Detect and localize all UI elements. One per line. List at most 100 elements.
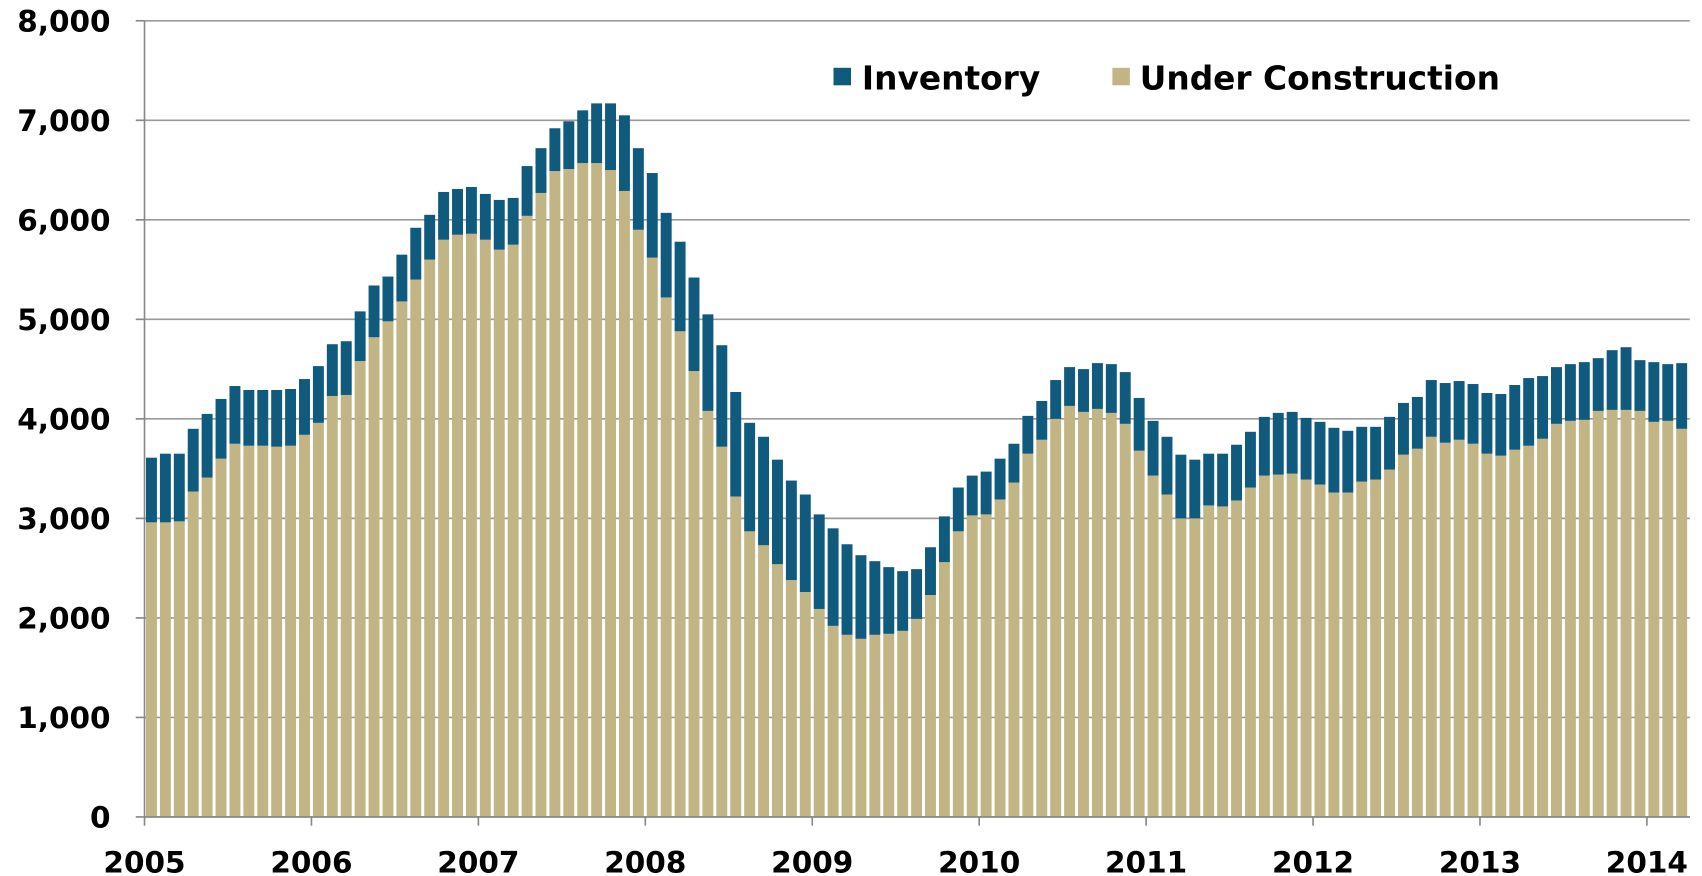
bar-segment bbox=[1634, 410, 1646, 817]
bar-segment bbox=[744, 422, 756, 532]
bar-segment bbox=[1328, 492, 1340, 817]
bar-segment bbox=[1175, 518, 1187, 817]
bar-segment bbox=[841, 634, 853, 817]
bar-segment bbox=[1411, 448, 1423, 817]
bar-segment bbox=[382, 276, 394, 322]
bar-segment bbox=[1606, 409, 1618, 817]
bar-segment bbox=[201, 413, 213, 478]
bar-segment bbox=[994, 458, 1006, 500]
y-tick-label: 6,000 bbox=[17, 204, 110, 238]
bar-segment bbox=[952, 487, 964, 532]
bar-segment bbox=[159, 522, 171, 817]
bar-segment bbox=[688, 371, 700, 817]
bar-segment bbox=[660, 297, 672, 817]
bar-segment bbox=[1050, 418, 1062, 817]
bar-segment bbox=[271, 446, 283, 817]
bar-segment bbox=[368, 285, 380, 338]
bar-segment bbox=[1147, 420, 1159, 476]
bar-segment bbox=[271, 390, 283, 447]
bar-segment bbox=[827, 528, 839, 626]
bar-segment bbox=[660, 212, 672, 298]
bar-segment bbox=[1495, 393, 1507, 456]
bar-segment bbox=[1231, 444, 1242, 501]
bar-segment bbox=[730, 391, 742, 497]
bar-segment bbox=[938, 516, 950, 563]
bar-segment bbox=[285, 445, 297, 817]
bar-segment bbox=[410, 227, 422, 280]
bar-segment bbox=[452, 234, 463, 817]
legend-swatch bbox=[833, 67, 851, 86]
bar-segment bbox=[326, 395, 338, 817]
bar-segment bbox=[841, 544, 853, 635]
bar-segment bbox=[855, 555, 867, 639]
bar-segment bbox=[771, 564, 783, 817]
bar-segment bbox=[577, 110, 589, 164]
bar-segment bbox=[688, 277, 700, 372]
bar-segment bbox=[1467, 443, 1479, 817]
bar-segment bbox=[1620, 347, 1632, 410]
bar-segment bbox=[911, 618, 923, 817]
bar-segment bbox=[966, 515, 978, 817]
bar-segment bbox=[1203, 453, 1215, 506]
bar-segment bbox=[1022, 453, 1034, 817]
bar-segment bbox=[229, 443, 241, 817]
bar-segment bbox=[312, 366, 324, 423]
bar-segment bbox=[1356, 481, 1368, 817]
bar-segment bbox=[618, 115, 630, 191]
bar-segment bbox=[1356, 426, 1368, 482]
bar-segment bbox=[1425, 436, 1437, 817]
bar-segment bbox=[1578, 362, 1590, 420]
bar-segment bbox=[1203, 505, 1215, 817]
bar-segment bbox=[1272, 474, 1284, 817]
bar-segment bbox=[438, 239, 450, 817]
bar-segment bbox=[424, 214, 436, 260]
bar-segment bbox=[869, 634, 881, 817]
bar-segment bbox=[702, 410, 714, 817]
bar-segment bbox=[535, 148, 547, 193]
y-tick-label: 8,000 bbox=[17, 4, 110, 38]
bar-segment bbox=[1523, 378, 1535, 446]
bar-segment bbox=[424, 259, 436, 817]
bar-segment bbox=[340, 341, 352, 395]
bar-segment bbox=[368, 337, 380, 817]
bar-segment bbox=[1564, 364, 1576, 421]
bar-segment bbox=[229, 386, 241, 444]
bar-segment bbox=[994, 499, 1006, 817]
bar-segment bbox=[911, 569, 923, 619]
bar-segment bbox=[1078, 411, 1089, 817]
bar-segment bbox=[1592, 410, 1604, 817]
bar-segment bbox=[1314, 421, 1326, 485]
bar-segment bbox=[813, 608, 825, 817]
bar-segment bbox=[1091, 408, 1103, 817]
bar-segment bbox=[1370, 426, 1382, 480]
bar-segment bbox=[1481, 392, 1493, 454]
bar-segment bbox=[1439, 442, 1451, 817]
x-tick-label: 2013 bbox=[1439, 845, 1521, 876]
bar-segment bbox=[1036, 400, 1048, 440]
x-tick-label: 2006 bbox=[270, 845, 352, 876]
bar-segment bbox=[187, 491, 199, 817]
y-tick-label: 5,000 bbox=[17, 303, 110, 337]
bar-segment bbox=[1384, 416, 1396, 470]
bar-segment bbox=[173, 521, 185, 817]
bar-segment bbox=[243, 390, 255, 446]
bar-segment bbox=[1133, 450, 1145, 817]
bar-segment bbox=[855, 638, 867, 817]
bar-segment bbox=[1189, 459, 1201, 519]
bar-segment bbox=[215, 458, 227, 817]
bar-segment bbox=[897, 571, 909, 631]
bar-segment bbox=[146, 457, 157, 523]
bar-segment bbox=[646, 257, 658, 817]
bar-segment bbox=[716, 446, 728, 817]
bar-segment bbox=[1342, 430, 1354, 493]
x-tick-label: 2005 bbox=[103, 845, 185, 876]
y-tick-label: 2,000 bbox=[17, 602, 110, 636]
bar-segment bbox=[1551, 367, 1562, 424]
bar-segment bbox=[1634, 360, 1646, 411]
bar-segment bbox=[716, 345, 728, 447]
bar-segment bbox=[1578, 419, 1590, 817]
bar-segment bbox=[1022, 415, 1034, 454]
bar-segment bbox=[535, 192, 547, 817]
bar-segment bbox=[1592, 358, 1604, 411]
